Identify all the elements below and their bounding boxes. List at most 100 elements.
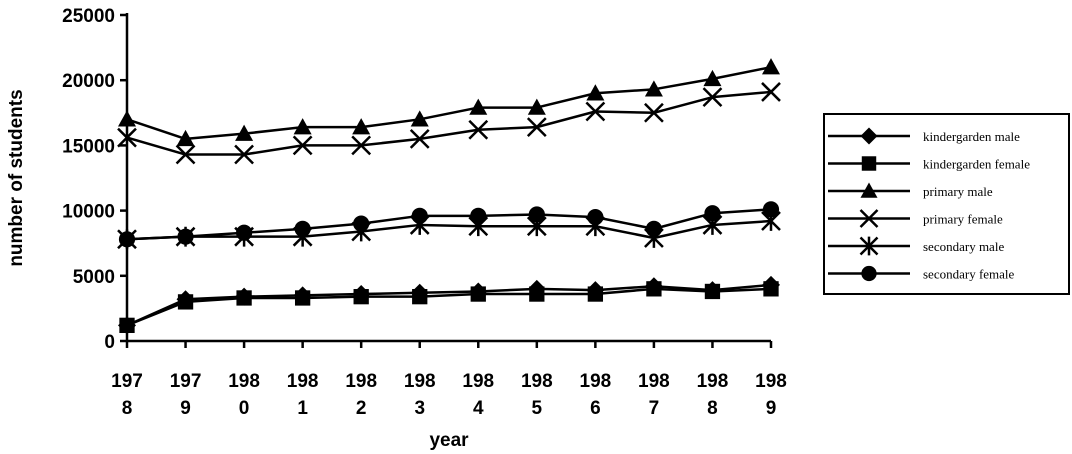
legend-item: kindergarden male: [828, 127, 1020, 145]
x-tick-label-bottom: 9: [180, 398, 191, 419]
square-marker-shape: [646, 281, 662, 297]
data-point: [411, 207, 428, 224]
x-tick-label-top: 198: [755, 371, 787, 392]
data-point: [646, 281, 662, 297]
series-line: [126, 283, 772, 327]
data-point: [177, 228, 194, 245]
data-point: [117, 127, 137, 148]
x-marker-shape: [468, 119, 489, 140]
data-point: [528, 206, 545, 223]
circle-marker-shape: [587, 209, 604, 226]
data-point: [353, 289, 369, 305]
legend-box: [823, 113, 1070, 295]
data-point: [470, 286, 486, 302]
circle-marker-shape: [645, 220, 663, 237]
data-point: [645, 220, 663, 237]
square-marker-shape: [470, 286, 486, 302]
chart-legend: kindergarden male kindergarden female prim…: [823, 113, 1070, 295]
square-marker-shape: [294, 290, 311, 306]
x-marker-shape: [859, 209, 879, 228]
data-point: [409, 128, 430, 149]
x-tick-label-bottom: 6: [590, 398, 601, 419]
series-secondary-female: [118, 201, 780, 248]
x-axis-title: year: [429, 430, 469, 451]
data-point: [702, 87, 723, 108]
square-marker-shape: [587, 286, 604, 302]
triangle-marker-shape: [293, 118, 312, 135]
data-point: [294, 220, 311, 237]
data-point: [761, 82, 781, 102]
x-marker-shape: [234, 144, 254, 165]
data-point: [762, 201, 780, 218]
y-tick-label: 25000: [62, 6, 115, 27]
x-tick-label-top: 198: [521, 371, 553, 392]
triangle-marker-shape: [235, 124, 254, 141]
triangle-marker-shape: [527, 98, 546, 115]
legend-marker: [860, 182, 878, 198]
diamond-marker-shape: [860, 127, 878, 145]
legend-marker: [860, 127, 878, 145]
data-point: [644, 102, 664, 123]
star-marker-shape: [859, 236, 879, 256]
series-primary-female: [117, 82, 781, 165]
triangle-marker-shape: [118, 110, 136, 127]
chart-series: [117, 58, 781, 335]
x-tick-label-top: 198: [462, 371, 494, 392]
x-marker-shape: [351, 135, 372, 156]
legend-item: kindergarden female: [828, 156, 1030, 172]
x-tick-label-top: 197: [170, 371, 202, 392]
x-tick-label-top: 198: [228, 371, 260, 392]
series-kindergarden-male: [118, 275, 780, 335]
legend-item: primary female: [828, 209, 1003, 228]
square-marker-shape: [704, 283, 721, 300]
x-tick-label-bottom: 5: [532, 398, 543, 419]
y-tick-label: 5000: [73, 267, 115, 288]
data-point: [762, 58, 780, 75]
triangle-marker-shape: [860, 182, 878, 198]
triangle-marker-shape: [644, 80, 663, 97]
x-tick-label-top: 197: [111, 371, 143, 392]
data-point: [587, 286, 604, 302]
triangle-marker-shape: [410, 110, 429, 127]
data-point: [235, 224, 253, 241]
square-marker-shape: [412, 289, 428, 305]
circle-marker-shape: [177, 228, 194, 245]
data-point: [234, 144, 254, 165]
x-tick-label-top: 198: [697, 371, 729, 392]
data-point: [468, 119, 489, 140]
data-point: [529, 286, 545, 302]
data-point: [412, 289, 428, 305]
circle-marker-shape: [411, 207, 428, 224]
triangle-marker-shape: [469, 98, 488, 115]
data-point: [236, 290, 252, 306]
x-marker-shape: [409, 128, 430, 149]
data-point: [119, 317, 135, 334]
legend-label: primary female: [923, 212, 1003, 227]
triangle-marker-shape: [762, 58, 780, 75]
x-tick-label-top: 198: [638, 371, 670, 392]
legend-item: primary male: [828, 182, 993, 199]
legend-label: kindergarden female: [923, 157, 1030, 172]
data-point: [526, 117, 547, 138]
x-tick-label-top: 198: [287, 371, 319, 392]
x-marker-shape: [702, 87, 723, 108]
triangle-marker-shape: [586, 84, 605, 101]
square-marker-shape: [177, 294, 194, 310]
x-marker-shape: [761, 82, 781, 102]
data-point: [294, 290, 311, 306]
square-marker-shape: [529, 286, 545, 302]
legend-label: kindergarden male: [923, 129, 1020, 144]
data-point: [586, 84, 605, 101]
x-tick-label-bottom: 3: [414, 398, 425, 419]
data-point: [704, 205, 721, 222]
y-tick-label: 15000: [62, 136, 115, 157]
triangle-marker-shape: [352, 118, 371, 135]
x-tick-label-bottom: 2: [356, 398, 367, 419]
circle-marker-shape: [528, 206, 545, 223]
square-marker-shape: [119, 317, 135, 334]
x-tick-label-top: 198: [580, 371, 612, 392]
x-tick-label-top: 198: [345, 371, 377, 392]
data-point: [587, 209, 604, 226]
y-tick-label: 0: [104, 332, 115, 353]
x-tick-label-bottom: 8: [122, 398, 133, 419]
